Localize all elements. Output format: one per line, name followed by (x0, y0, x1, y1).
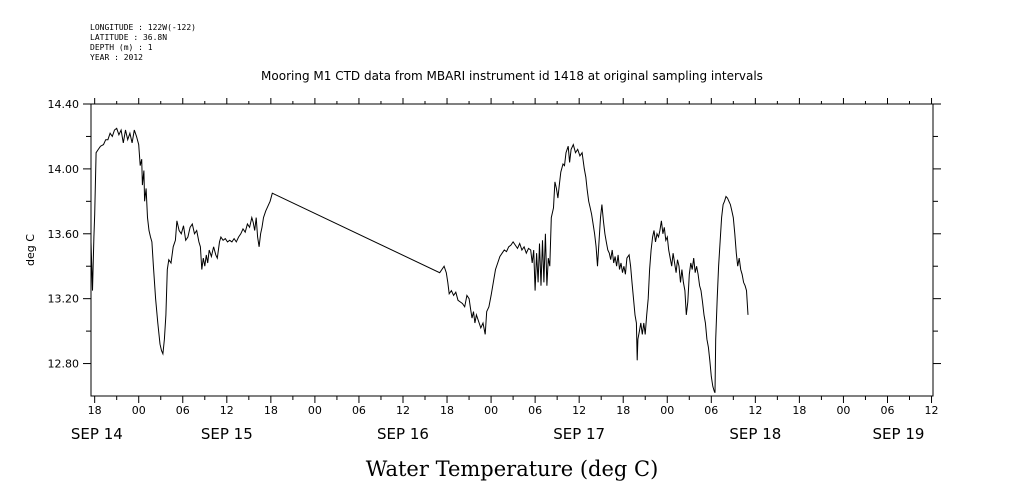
x-day-label: SEP 14 (71, 425, 123, 443)
series-group (90, 127, 749, 394)
metadata-year: YEAR : 2012 (90, 53, 143, 62)
x-tick-label: 18 (440, 404, 454, 417)
x-tick-label: 12 (572, 404, 586, 417)
plot-frame (90, 103, 934, 397)
x-tick-label: 12 (220, 404, 234, 417)
x-tick-label: 00 (660, 404, 674, 417)
x-tick-label: 06 (176, 404, 190, 417)
axis-ticks (83, 98, 941, 403)
x-tick-label: 18 (264, 404, 278, 417)
x-tick-label: 00 (308, 404, 322, 417)
y-tick-labels: 12.80 13.20 13.60 14.00 14.40 (48, 98, 80, 371)
x-tick-label: 12 (396, 404, 410, 417)
x-tick-label: 12 (925, 404, 939, 417)
x-tick-label: 00 (484, 404, 498, 417)
x-tick-label: 00 (836, 404, 850, 417)
x-day-label: SEP 15 (201, 425, 253, 443)
x-tick-labels: 18 00 06 12 18 00 06 12 18 00 06 12 18 00 06 12 18 00 06 12 (88, 404, 939, 417)
y-tick-label: 13.20 (48, 293, 80, 306)
x-tick-label: 06 (528, 404, 542, 417)
x-day-label: SEP 18 (729, 425, 781, 443)
y-tick-label: 12.80 (48, 358, 80, 371)
chart-title: Mooring M1 CTD data from MBARI instrumen… (261, 69, 763, 83)
metadata-block: LONGITUDE : 122W(-122) LATITUDE : 36.8N … (90, 23, 196, 62)
x-tick-label: 18 (88, 404, 102, 417)
x-axis-label: Water Temperature (deg C) (366, 457, 659, 481)
x-tick-label: 18 (616, 404, 630, 417)
x-tick-label: 12 (748, 404, 762, 417)
metadata-latitude: LATITUDE : 36.8N (90, 33, 167, 42)
x-day-label: SEP 16 (377, 425, 429, 443)
x-day-label: SEP 19 (873, 425, 925, 443)
x-day-label: SEP 17 (553, 425, 605, 443)
x-tick-label: 06 (704, 404, 718, 417)
y-tick-label: 13.60 (48, 228, 80, 241)
y-tick-label: 14.00 (48, 163, 80, 176)
metadata-depth: DEPTH (m) : 1 (90, 43, 153, 52)
series-line (90, 127, 749, 394)
x-tick-label: 00 (132, 404, 146, 417)
y-tick-label: 14.40 (48, 98, 80, 111)
metadata-longitude: LONGITUDE : 122W(-122) (90, 23, 196, 32)
x-tick-label: 18 (792, 404, 806, 417)
x-day-labels: SEP 14 SEP 15 SEP 16 SEP 17 SEP 18 SEP 19 (71, 425, 925, 443)
y-axis-label: deg C (24, 234, 37, 266)
x-tick-label: 06 (880, 404, 894, 417)
x-tick-label: 06 (352, 404, 366, 417)
